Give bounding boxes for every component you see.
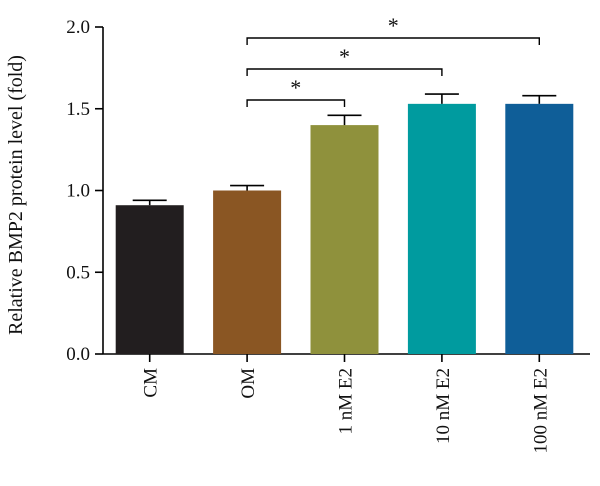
- x-tick-label: 100 nM E2: [530, 368, 551, 454]
- bar: [115, 205, 184, 354]
- x-tick-label: 1 nM E2: [336, 368, 357, 435]
- significance-star: *: [339, 44, 350, 69]
- y-tick-label: 1.5: [66, 99, 90, 120]
- y-tick-label: 0.0: [66, 344, 90, 365]
- y-axis: 0.0 0.5 1.0 1.5 2.0: [66, 17, 104, 365]
- significance-star: *: [388, 13, 399, 38]
- y-axis-label: Relative BMP2 protein level (fold): [5, 55, 27, 335]
- significance-bracket: *: [246, 44, 443, 76]
- significance-brackets: * * *: [246, 13, 540, 107]
- x-tick-label: CM: [141, 368, 162, 398]
- error-bar: [327, 114, 362, 126]
- x-tick-label: 10 nM E2: [433, 368, 454, 444]
- x-axis: CM OM 1 nM E2 10 nM E2 100 nM E2: [103, 353, 590, 454]
- error-bar: [132, 199, 167, 206]
- significance-star: *: [290, 75, 301, 100]
- error-bar: [230, 184, 265, 191]
- significance-bracket: *: [246, 75, 346, 107]
- error-bar: [522, 94, 557, 104]
- bars: [115, 93, 574, 354]
- bar: [213, 190, 282, 354]
- bar: [407, 103, 476, 354]
- y-tick-label: 0.5: [66, 262, 90, 283]
- y-tick-label: 2.0: [66, 17, 90, 38]
- bar: [310, 125, 379, 354]
- error-bar: [424, 93, 459, 104]
- significance-bracket: *: [246, 13, 540, 45]
- y-tick-label: 1.0: [66, 181, 90, 202]
- x-tick-label: OM: [238, 368, 259, 399]
- bar: [505, 103, 574, 354]
